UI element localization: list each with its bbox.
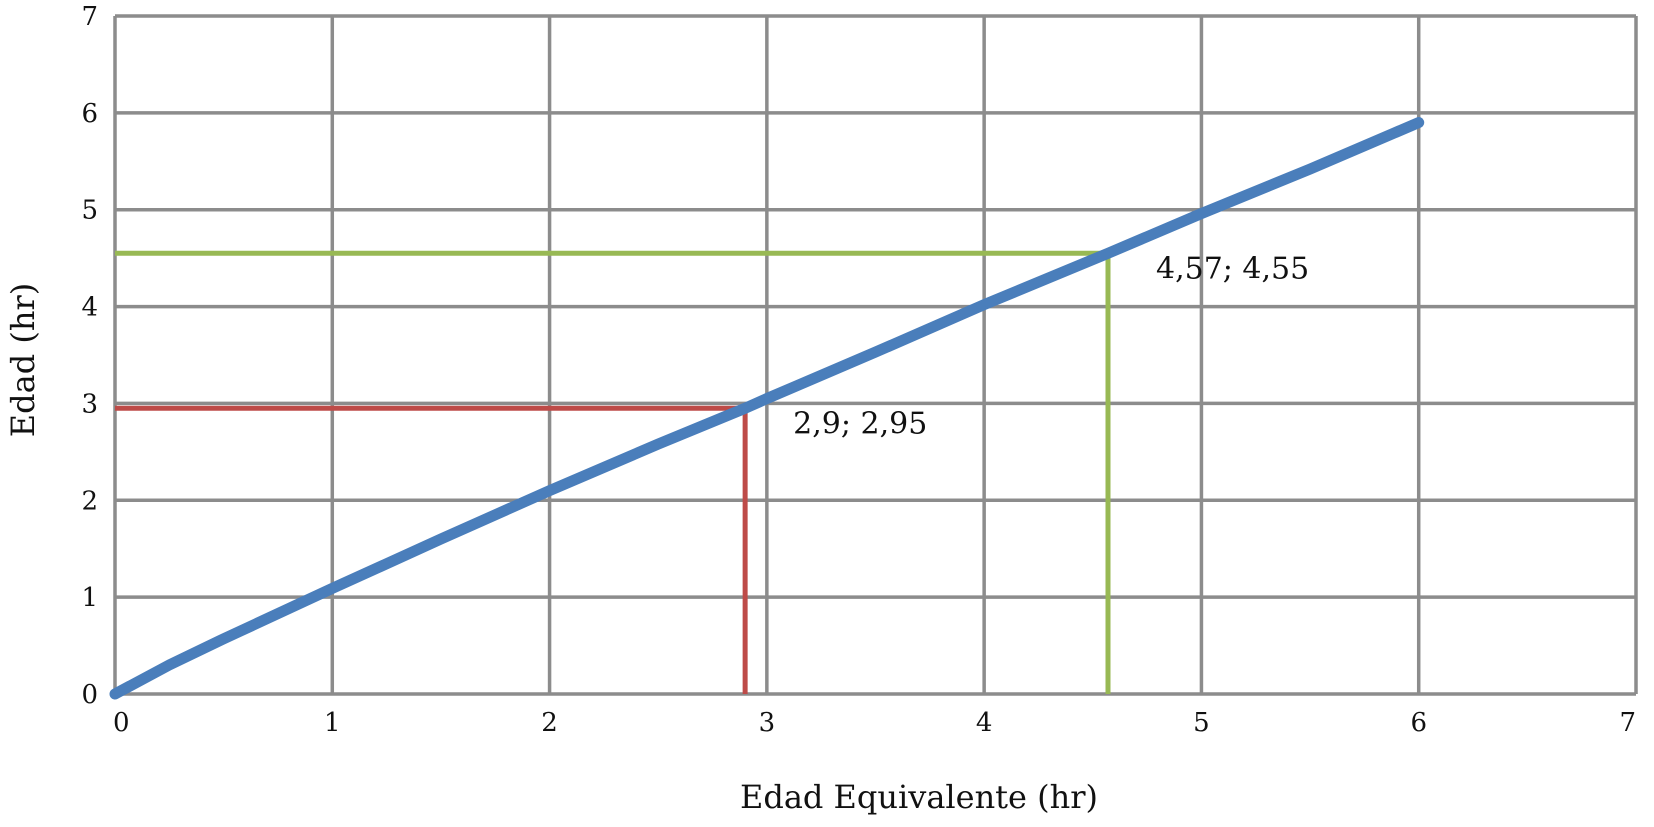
y-tick-label: 7 — [81, 2, 98, 32]
x-tick-labels: 0 1 2 3 4 5 6 7 — [113, 708, 1636, 738]
series — [109, 117, 1425, 700]
x-tick-label: 7 — [1619, 708, 1636, 738]
y-tick-labels: 0 1 2 3 4 5 6 7 — [81, 2, 98, 710]
y-tick-label: 3 — [81, 389, 98, 419]
x-axis-title: Edad Equivalente (hr) — [740, 778, 1098, 816]
series-line — [109, 117, 1425, 700]
y-tick-label: 1 — [81, 583, 98, 613]
y-tick-label: 0 — [81, 680, 98, 710]
grid — [113, 14, 1638, 696]
point-annotation: 2,9; 2,95 — [793, 406, 927, 441]
x-tick-label: 1 — [324, 708, 341, 738]
x-tick-label: 6 — [1410, 708, 1427, 738]
y-tick-label: 5 — [81, 196, 98, 226]
x-tick-label: 5 — [1193, 708, 1210, 738]
x-tick-label: 0 — [113, 708, 130, 738]
y-tick-label: 4 — [81, 293, 98, 323]
y-axis-title: Edad (hr) — [4, 283, 42, 437]
x-tick-label: 3 — [759, 708, 776, 738]
y-tick-label: 2 — [81, 486, 98, 516]
annotations: 2,9; 2,95 4,57; 4,55 — [793, 251, 1309, 441]
y-tick-label: 6 — [81, 99, 98, 129]
x-tick-label: 2 — [541, 708, 558, 738]
x-tick-label: 4 — [976, 708, 993, 738]
point-annotation: 4,57; 4,55 — [1156, 251, 1309, 286]
